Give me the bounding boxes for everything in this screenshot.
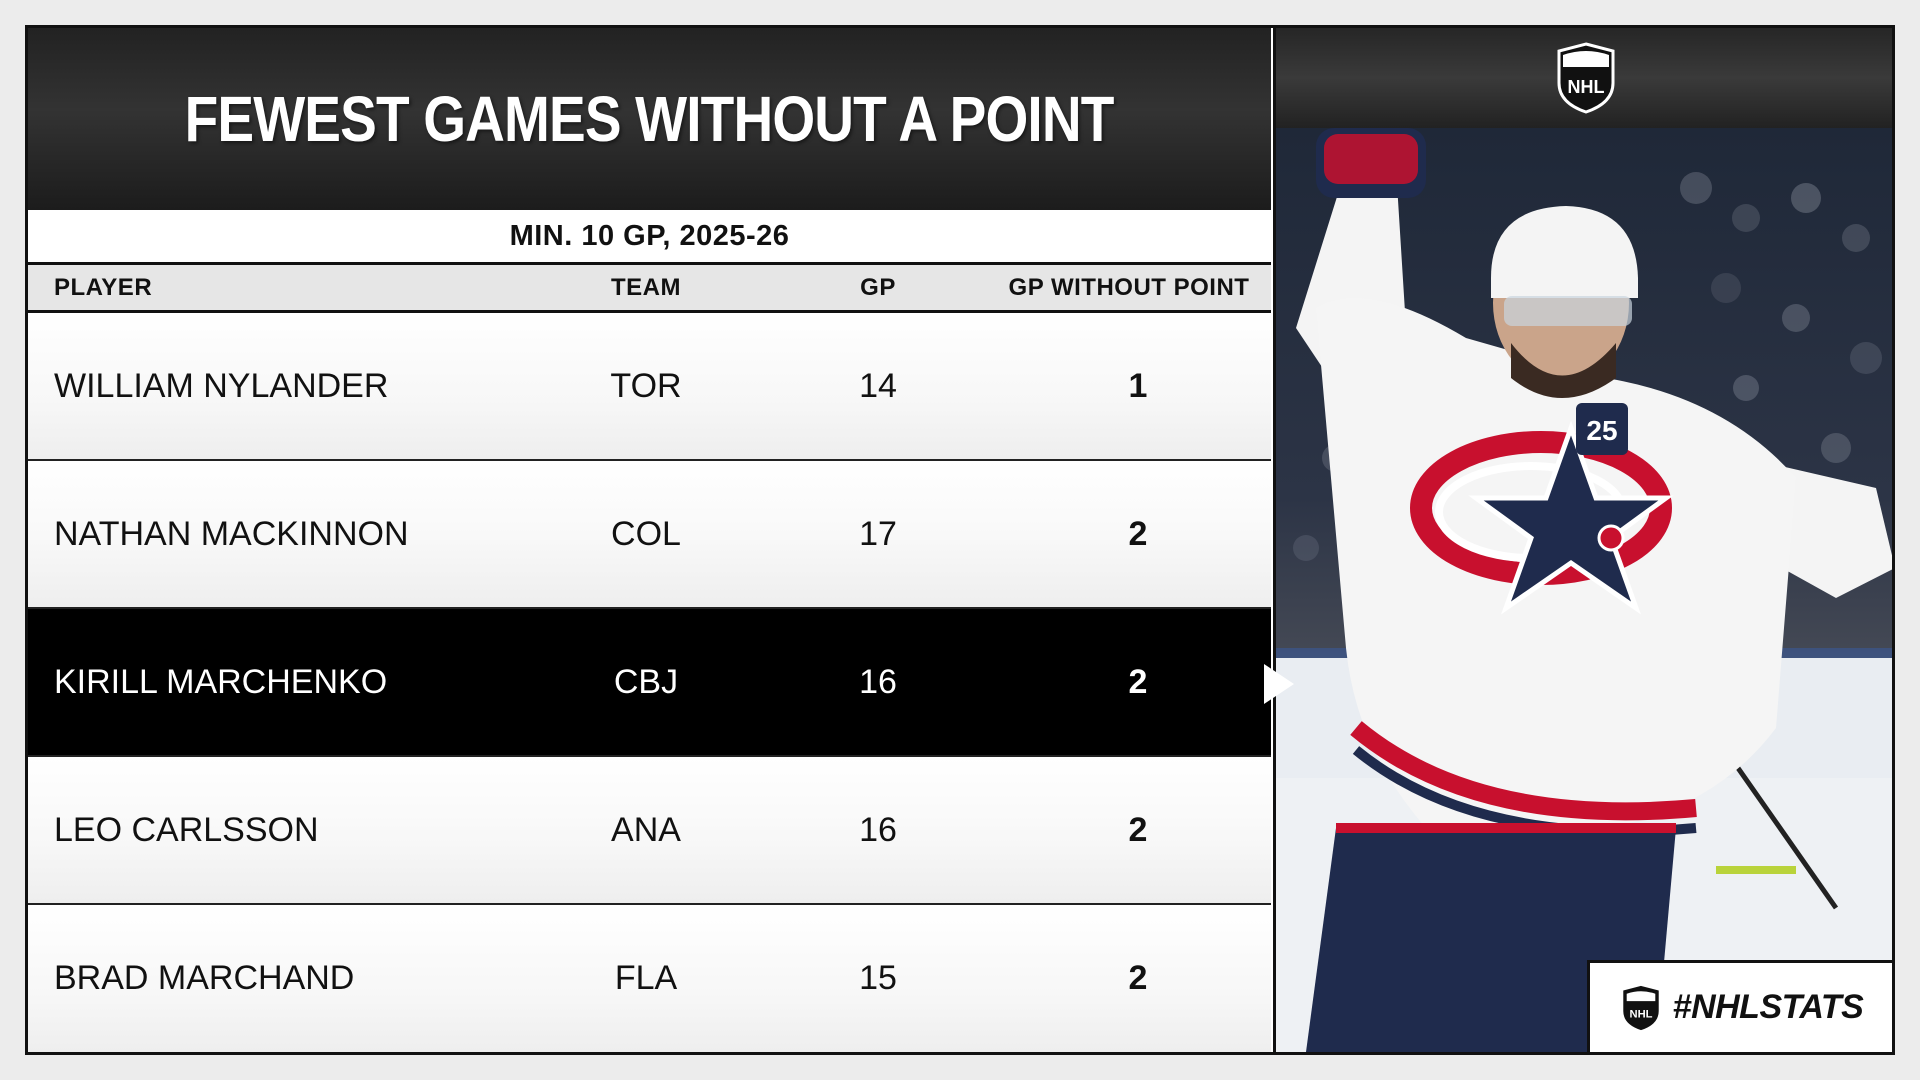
table-header: PLAYER TEAM GP GP WITHOUT POINT bbox=[28, 265, 1271, 313]
hashtag-badge: NHL #NHLSTATS bbox=[1587, 960, 1892, 1052]
team-abbr: COL bbox=[611, 515, 681, 553]
player-name: BRAD MARCHAND bbox=[54, 959, 355, 997]
games-played: 14 bbox=[859, 367, 897, 405]
logo-bar: NHL bbox=[1276, 28, 1892, 128]
games-played: 15 bbox=[859, 959, 897, 997]
team-abbr: TOR bbox=[610, 367, 682, 405]
games-without-point: 2 bbox=[1128, 515, 1148, 553]
column-header-gp: GP bbox=[860, 274, 896, 301]
player-photo: 25 bbox=[1276, 128, 1892, 1052]
team-abbr: ANA bbox=[611, 811, 681, 849]
hashtag-text: #NHLSTATS bbox=[1672, 988, 1864, 1026]
games-without-point: 2 bbox=[1128, 811, 1148, 849]
team-abbr: CBJ bbox=[613, 663, 679, 701]
table-row: WILLIAM NYLANDER TOR 14 1 bbox=[28, 313, 1271, 461]
nhl-shield-icon: NHL bbox=[1622, 985, 1659, 1030]
title-bar: FEWEST GAMES WITHOUT A POINT bbox=[28, 28, 1271, 210]
games-played: 16 bbox=[859, 811, 897, 849]
graphic-frame: FEWEST GAMES WITHOUT A POINT MIN. 10 GP,… bbox=[25, 25, 1895, 1055]
games-played: 17 bbox=[859, 515, 897, 553]
photo-panel: NHL bbox=[1273, 28, 1892, 1052]
player-name: LEO CARLSSON bbox=[54, 811, 319, 849]
games-without-point: 1 bbox=[1128, 367, 1148, 405]
player-name: WILLIAM NYLANDER bbox=[54, 367, 389, 405]
celebrating-player-icon: 25 bbox=[1276, 128, 1892, 1052]
svg-text:25: 25 bbox=[1586, 415, 1617, 446]
table-row: LEO CARLSSON ANA 16 2 bbox=[28, 757, 1271, 905]
table-row: NATHAN MACKINNON COL 17 2 bbox=[28, 461, 1271, 609]
page-title: FEWEST GAMES WITHOUT A POINT bbox=[185, 83, 1115, 155]
column-header-team: TEAM bbox=[611, 274, 681, 301]
table-row-highlighted: KIRILL MARCHENKO CBJ 16 2 bbox=[28, 609, 1271, 757]
team-abbr: FLA bbox=[614, 959, 678, 997]
table-row: BRAD MARCHAND FLA 15 2 bbox=[28, 905, 1271, 1052]
svg-text:NHL: NHL bbox=[1629, 1008, 1652, 1020]
games-played: 16 bbox=[859, 663, 897, 701]
games-without-point: 2 bbox=[1128, 663, 1148, 701]
stats-table-panel: FEWEST GAMES WITHOUT A POINT MIN. 10 GP,… bbox=[28, 28, 1271, 1052]
subtitle: MIN. 10 GP, 2025-26 bbox=[509, 219, 790, 252]
player-name: NATHAN MACKINNON bbox=[54, 515, 409, 553]
nhl-shield-icon: NHL bbox=[1557, 42, 1614, 114]
player-name: KIRILL MARCHENKO bbox=[54, 663, 388, 701]
games-without-point: 2 bbox=[1128, 959, 1148, 997]
subtitle-bar: MIN. 10 GP, 2025-26 bbox=[28, 210, 1271, 265]
highlight-pointer-icon bbox=[1264, 664, 1294, 704]
svg-text:NHL: NHL bbox=[1567, 77, 1604, 97]
column-header-gp-without-point: GP WITHOUT POINT bbox=[1008, 274, 1250, 301]
column-header-player: PLAYER bbox=[54, 274, 153, 301]
